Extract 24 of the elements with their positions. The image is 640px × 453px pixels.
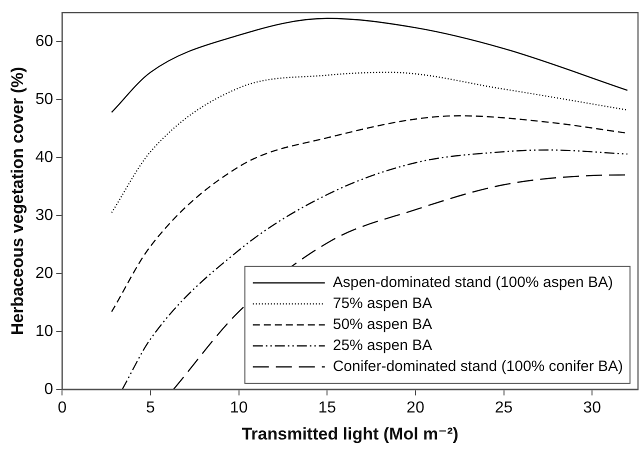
line-series <box>111 18 628 113</box>
y-tick-label: 0 <box>44 380 54 398</box>
y-tick-label: 50 <box>35 90 54 108</box>
legend-label: 25% aspen BA <box>332 337 432 354</box>
y-tick-label: 60 <box>35 32 54 50</box>
y-axis-title: Herbaceous vegetation cover (%) <box>8 66 27 336</box>
legend-label: Aspen-dominated stand (100% aspen BA) <box>332 274 614 292</box>
y-tick-label: 30 <box>35 206 54 224</box>
x-tick-label: 30 <box>583 399 602 416</box>
legend-label: Conifer-dominated stand (100% conifer BA) <box>332 358 624 376</box>
x-tick-label: 15 <box>318 399 336 416</box>
line-series <box>122 149 628 390</box>
x-tick-label: 5 <box>146 399 156 416</box>
y-tick-label: 20 <box>35 264 54 282</box>
x-tick-label: 25 <box>494 399 513 416</box>
y-tick-label: 40 <box>35 148 54 166</box>
line-series <box>111 72 628 214</box>
x-axis-title: Transmitted light (Mol m⁻²) <box>242 424 458 444</box>
x-tick-label: 0 <box>58 399 67 416</box>
y-tick-label: 10 <box>35 322 54 340</box>
legend-label: 50% aspen BA <box>332 316 432 334</box>
x-tick-label: 10 <box>230 399 248 416</box>
x-tick-label: 20 <box>406 399 424 416</box>
legend-label: 75% aspen BA <box>332 295 432 312</box>
